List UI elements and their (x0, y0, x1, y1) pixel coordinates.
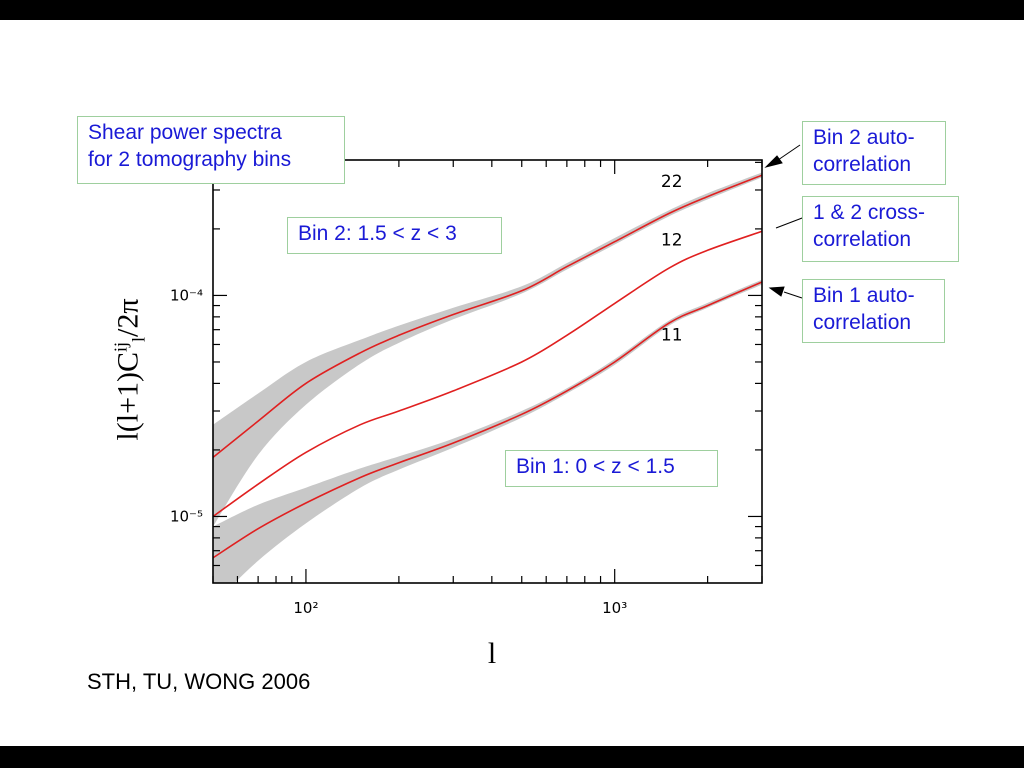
y-axis-label-sup: ij (110, 341, 131, 352)
bin1-range-box: Bin 1: 0 < z < 1.5 (505, 450, 718, 487)
cross-correlation-box: 1 & 2 cross- correlation (802, 196, 959, 262)
y-tick-label: 10⁻⁴ (170, 286, 203, 304)
curve-11 (213, 281, 762, 559)
chart-title-line2: for 2 tomography bins (88, 148, 292, 171)
arrow-bin2-auto (777, 144, 801, 161)
y-axis-label-tail: /2π (111, 298, 145, 337)
bin2-range-label: Bin 2: 1.5 < z < 3 (298, 222, 457, 245)
plot-frame (212, 159, 763, 584)
chart-title-box: Shear power spectra for 2 tomography bin… (77, 116, 345, 184)
bottom-black-bar (0, 746, 1024, 768)
series-label-22: 22 (661, 172, 683, 192)
bin1-auto-box: Bin 1 auto- correlation (802, 279, 945, 343)
arrowhead-bin2-auto (764, 155, 783, 168)
curve-12 (213, 230, 762, 518)
cross-line2: correlation (813, 228, 912, 251)
chart-title-line1: Shear power spectra (88, 121, 282, 144)
x-tick-label: 10² (293, 599, 318, 617)
arrowhead-bin1-auto (768, 286, 785, 297)
series-label-12: 12 (661, 231, 683, 251)
annotation-arrows (764, 144, 811, 299)
cross-line1: 1 & 2 cross- (813, 201, 926, 224)
spectrum-curves (213, 174, 762, 559)
citation-credit: STH, TU, WONG 2006 (87, 669, 311, 694)
bin2-range-box: Bin 2: 1.5 < z < 3 (287, 217, 502, 254)
axis-tick-labels: 10² 10³ 10⁻⁵ 10⁻⁴ (170, 286, 627, 617)
bin2-auto-line2: correlation (813, 153, 912, 176)
bin2-auto-line1: Bin 2 auto- (813, 126, 915, 149)
y-axis-label-sub: l (128, 336, 149, 342)
bin2-auto-box: Bin 2 auto- correlation (802, 121, 946, 185)
series-label-11: 11 (661, 326, 683, 346)
bin1-auto-line2: correlation (813, 311, 912, 334)
x-tick-label: 10³ (602, 599, 627, 617)
bin1-auto-line1: Bin 1 auto- (813, 284, 915, 307)
y-tick-label: 10⁻⁵ (170, 507, 203, 525)
series-labels: 22 12 11 (661, 172, 683, 346)
arrow-bin1-auto (783, 291, 803, 299)
x-axis-label: l (488, 637, 496, 670)
curve-22 (213, 174, 762, 459)
bin1-range-label: Bin 1: 0 < z < 1.5 (516, 455, 675, 478)
top-black-bar (0, 0, 1024, 20)
y-axis-label: l(l+1)Cijl/2π (111, 175, 150, 565)
y-axis-label-base: l(l+1)C (111, 351, 145, 441)
